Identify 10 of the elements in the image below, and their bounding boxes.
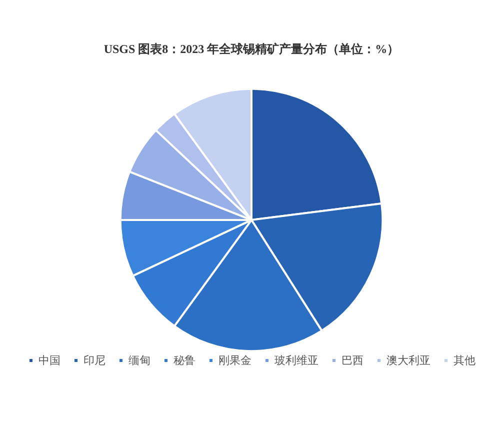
legend-label: 巴西 <box>342 354 364 367</box>
legend-label: 缅甸 <box>128 354 150 367</box>
legend-label: 刚果金 <box>218 354 252 367</box>
legend-label: 澳大利亚 <box>386 354 430 367</box>
chart-title: USGS 图表8：2023 年全球锡精矿产量分布（单位：%） <box>104 42 400 56</box>
legend-label: 其他 <box>454 354 476 367</box>
legend-label: 中国 <box>38 354 60 367</box>
legend-label: 印尼 <box>84 354 106 367</box>
legend-label: 玻利维亚 <box>274 354 318 367</box>
legend-label: 秘鲁 <box>174 354 196 367</box>
